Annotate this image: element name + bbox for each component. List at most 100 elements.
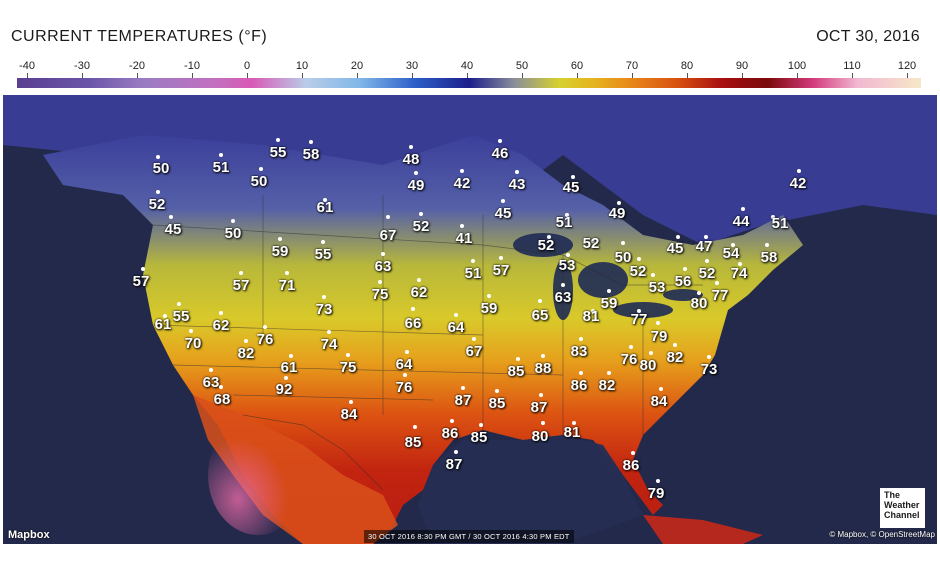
temperature-label: 65 bbox=[531, 307, 549, 324]
mapbox-logo[interactable]: Mapbox bbox=[8, 529, 50, 541]
scale-label: 20 bbox=[350, 60, 364, 72]
temperature-map[interactable]: 50 51 55 58 50 52 45 50 57 61 55 70 62 8… bbox=[3, 95, 937, 544]
temperature-label: 82 bbox=[237, 345, 255, 362]
scale-label: 120 bbox=[897, 60, 917, 72]
scale-label: -40 bbox=[19, 60, 35, 72]
temperature-label: 45 bbox=[562, 179, 580, 196]
temperature-label: 57 bbox=[492, 262, 510, 279]
temperature-label: 84 bbox=[340, 406, 358, 423]
scale-ticks bbox=[0, 73, 940, 79]
temperature-label: 67 bbox=[465, 343, 483, 360]
scale-label: 60 bbox=[570, 60, 584, 72]
temperature-label: 74 bbox=[320, 336, 338, 353]
temperature-label: 85 bbox=[470, 429, 488, 446]
scale-label: 0 bbox=[243, 60, 251, 72]
date-label: OCT 30, 2016 bbox=[816, 28, 920, 45]
temperature-label: 61 bbox=[280, 359, 298, 376]
temperature-label: 81 bbox=[563, 424, 581, 441]
temperature-label: 61 bbox=[154, 316, 172, 333]
temperature-label: 66 bbox=[404, 315, 422, 332]
temperature-label: 51 bbox=[464, 265, 482, 282]
temperature-label: 49 bbox=[608, 205, 626, 222]
logo-text: The bbox=[884, 490, 901, 500]
temperature-label: 86 bbox=[622, 457, 640, 474]
temperature-label: 61 bbox=[316, 199, 334, 216]
scale-label: -10 bbox=[184, 60, 200, 72]
temperature-label: 86 bbox=[570, 377, 588, 394]
temperature-label: 49 bbox=[407, 177, 425, 194]
temperature-label: 68 bbox=[213, 391, 231, 408]
temperature-label: 57 bbox=[132, 273, 150, 290]
temperature-label: 92 bbox=[275, 381, 293, 398]
scale-label: 100 bbox=[787, 60, 807, 72]
temperature-label: 50 bbox=[614, 249, 632, 266]
temperature-label: 87 bbox=[445, 456, 463, 473]
temperature-label: 86 bbox=[441, 425, 459, 442]
weather-channel-logo[interactable]: The Weather Channel bbox=[880, 488, 925, 528]
map-credits[interactable]: © Mapbox, © OpenStreetMap bbox=[829, 530, 935, 539]
temperature-label: 47 bbox=[695, 238, 713, 255]
temperature-label: 42 bbox=[453, 175, 471, 192]
temperature-label: 64 bbox=[447, 319, 465, 336]
temperature-label: 87 bbox=[454, 392, 472, 409]
temperature-label: 64 bbox=[395, 356, 413, 373]
temperature-label: 71 bbox=[278, 277, 296, 294]
scale-label: 30 bbox=[405, 60, 419, 72]
temperature-label: 51 bbox=[771, 215, 789, 232]
temperature-label: 62 bbox=[212, 317, 230, 334]
scale-label: 50 bbox=[515, 60, 529, 72]
temperature-label: 83 bbox=[570, 343, 588, 360]
temperature-label: 45 bbox=[164, 221, 182, 238]
temperature-label: 55 bbox=[269, 144, 287, 161]
temperature-label: 45 bbox=[666, 240, 684, 257]
scale-label: 40 bbox=[460, 60, 474, 72]
temperature-label: 70 bbox=[184, 335, 202, 352]
temperature-label: 50 bbox=[224, 225, 242, 242]
temperature-label: 87 bbox=[530, 399, 548, 416]
scale-label: 80 bbox=[680, 60, 694, 72]
temperature-label: 74 bbox=[730, 265, 748, 282]
temperature-label: 57 bbox=[232, 277, 250, 294]
logo-text: Channel bbox=[884, 510, 920, 520]
scale-label: 70 bbox=[625, 60, 639, 72]
temperature-label: 85 bbox=[507, 363, 525, 380]
temperature-label: 63 bbox=[374, 258, 392, 275]
temperature-label: 55 bbox=[172, 308, 190, 325]
temperature-label: 55 bbox=[314, 246, 332, 263]
scale-labels: -40 -30 -20 -10 0 10 20 30 40 50 60 70 8… bbox=[0, 60, 940, 76]
temperature-label: 80 bbox=[639, 357, 657, 374]
temperature-label: 67 bbox=[379, 227, 397, 244]
temperature-label: 75 bbox=[371, 286, 389, 303]
temperature-label: 73 bbox=[315, 301, 333, 318]
scale-label: -30 bbox=[74, 60, 90, 72]
temperature-label: 79 bbox=[647, 485, 665, 502]
temperature-label: 56 bbox=[674, 273, 692, 290]
temperature-label: 52 bbox=[698, 265, 716, 282]
temperature-label: 46 bbox=[491, 145, 509, 162]
scale-label: 90 bbox=[735, 60, 749, 72]
temperature-label: 77 bbox=[711, 287, 729, 304]
temperature-label: 80 bbox=[531, 428, 549, 445]
temperature-label: 76 bbox=[256, 331, 274, 348]
temperature-label: 58 bbox=[302, 146, 320, 163]
temperature-label: 43 bbox=[508, 176, 526, 193]
temperature-label: 59 bbox=[271, 243, 289, 260]
temperature-label: 62 bbox=[410, 284, 428, 301]
map-canvas bbox=[3, 95, 937, 544]
temperature-label: 51 bbox=[212, 159, 230, 176]
timestamp: 30 OCT 2016 8:30 PM GMT / 30 OCT 2016 4:… bbox=[364, 530, 574, 543]
temperature-label: 58 bbox=[760, 249, 778, 266]
temperature-label: 52 bbox=[537, 237, 555, 254]
temperature-label: 63 bbox=[202, 374, 220, 391]
temperature-label: 52 bbox=[412, 218, 430, 235]
temperature-label: 45 bbox=[494, 205, 512, 222]
temperature-label: 63 bbox=[554, 289, 572, 306]
temperature-label: 76 bbox=[620, 351, 638, 368]
temperature-label: 81 bbox=[582, 308, 600, 325]
temperature-label: 53 bbox=[648, 279, 666, 296]
temperature-label: 75 bbox=[339, 359, 357, 376]
temperature-label: 42 bbox=[789, 175, 807, 192]
temperature-label: 54 bbox=[722, 245, 740, 262]
temperature-label: 41 bbox=[455, 230, 473, 247]
temperature-label: 79 bbox=[650, 328, 668, 345]
